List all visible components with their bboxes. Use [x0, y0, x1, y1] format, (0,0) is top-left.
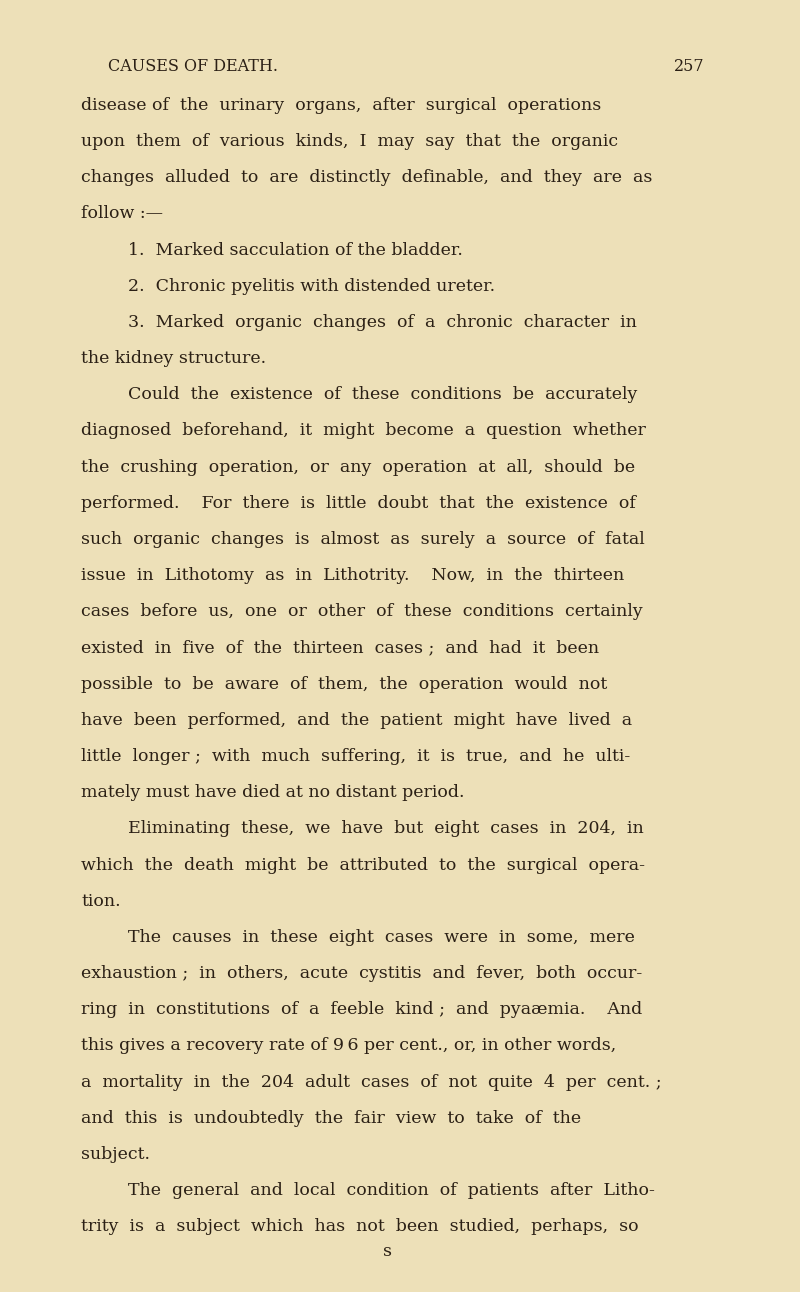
- Text: issue  in  Lithotomy  as  in  Lithotrity.    Now,  in  the  thirteen: issue in Lithotomy as in Lithotrity. Now…: [82, 567, 625, 584]
- Text: the  crushing  operation,  or  any  operation  at  all,  should  be: the crushing operation, or any operation…: [82, 459, 635, 475]
- Text: follow :—: follow :—: [82, 205, 163, 222]
- Text: 2.  Chronic pyelitis with distended ureter.: 2. Chronic pyelitis with distended urete…: [128, 278, 495, 295]
- Text: disease of  the  urinary  organs,  after  surgical  operations: disease of the urinary organs, after sur…: [82, 97, 602, 114]
- Text: CAUSES OF DEATH.: CAUSES OF DEATH.: [108, 58, 278, 75]
- Text: a  mortality  in  the  204  adult  cases  of  not  quite  4  per  cent. ;: a mortality in the 204 adult cases of no…: [82, 1074, 662, 1090]
- Text: subject.: subject.: [82, 1146, 150, 1163]
- Text: tion.: tion.: [82, 893, 121, 910]
- Text: which  the  death  might  be  attributed  to  the  surgical  opera-: which the death might be attributed to t…: [82, 857, 646, 873]
- Text: performed.    For  there  is  little  doubt  that  the  existence  of: performed. For there is little doubt tha…: [82, 495, 636, 512]
- Text: have  been  performed,  and  the  patient  might  have  lived  a: have been performed, and the patient mig…: [82, 712, 633, 729]
- Text: 1.  Marked sacculation of the bladder.: 1. Marked sacculation of the bladder.: [128, 242, 462, 258]
- Text: little  longer ;  with  much  suffering,  it  is  true,  and  he  ulti-: little longer ; with much suffering, it …: [82, 748, 630, 765]
- Text: The  causes  in  these  eight  cases  were  in  some,  mere: The causes in these eight cases were in …: [128, 929, 634, 946]
- Text: and  this  is  undoubtedly  the  fair  view  to  take  of  the: and this is undoubtedly the fair view to…: [82, 1110, 582, 1127]
- Text: exhaustion ;  in  others,  acute  cystitis  and  fever,  both  occur-: exhaustion ; in others, acute cystitis a…: [82, 965, 642, 982]
- Text: 257: 257: [674, 58, 704, 75]
- Text: existed  in  five  of  the  thirteen  cases ;  and  had  it  been: existed in five of the thirteen cases ; …: [82, 640, 599, 656]
- Text: The  general  and  local  condition  of  patients  after  Litho-: The general and local condition of patie…: [128, 1182, 654, 1199]
- Text: 3.  Marked  organic  changes  of  a  chronic  character  in: 3. Marked organic changes of a chronic c…: [128, 314, 637, 331]
- Text: possible  to  be  aware  of  them,  the  operation  would  not: possible to be aware of them, the operat…: [82, 676, 607, 693]
- Text: diagnosed  beforehand,  it  might  become  a  question  whether: diagnosed beforehand, it might become a …: [82, 422, 646, 439]
- Text: Could  the  existence  of  these  conditions  be  accurately: Could the existence of these conditions …: [128, 386, 637, 403]
- Text: upon  them  of  various  kinds,  I  may  say  that  the  organic: upon them of various kinds, I may say th…: [82, 133, 618, 150]
- Text: mately must have died at no distant period.: mately must have died at no distant peri…: [82, 784, 465, 801]
- Text: such  organic  changes  is  almost  as  surely  a  source  of  fatal: such organic changes is almost as surely…: [82, 531, 645, 548]
- Text: cases  before  us,  one  or  other  of  these  conditions  certainly: cases before us, one or other of these c…: [82, 603, 643, 620]
- Text: s: s: [382, 1243, 392, 1260]
- Text: trity  is  a  subject  which  has  not  been  studied,  perhaps,  so: trity is a subject which has not been st…: [82, 1218, 639, 1235]
- Text: changes  alluded  to  are  distinctly  definable,  and  they  are  as: changes alluded to are distinctly defina…: [82, 169, 653, 186]
- Text: the kidney structure.: the kidney structure.: [82, 350, 266, 367]
- Text: this gives a recovery rate of 9 6 per cent., or, in other words,: this gives a recovery rate of 9 6 per ce…: [82, 1037, 617, 1054]
- Text: Eliminating  these,  we  have  but  eight  cases  in  204,  in: Eliminating these, we have but eight cas…: [128, 820, 643, 837]
- Text: ring  in  constitutions  of  a  feeble  kind ;  and  pyaæmia.    And: ring in constitutions of a feeble kind ;…: [82, 1001, 642, 1018]
